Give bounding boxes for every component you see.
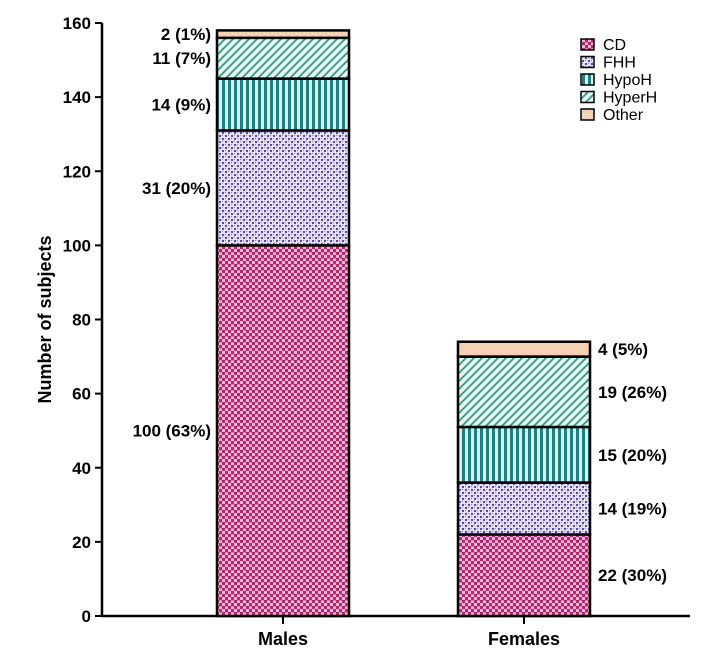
data-label-females-other: 4 (5%) xyxy=(598,340,648,359)
bar-males-cd xyxy=(217,245,349,616)
legend-swatch-fhh xyxy=(581,57,594,68)
data-label-males-cd: 100 (63%) xyxy=(133,422,211,441)
legend-label-hypoh: HypoH xyxy=(603,72,652,89)
legend-swatch-cd xyxy=(581,39,594,50)
bar-males-other xyxy=(217,30,349,37)
data-label-females-cd: 22 (30%) xyxy=(598,566,667,585)
y-tick-label: 0 xyxy=(82,607,91,626)
y-tick-label: 100 xyxy=(63,236,91,255)
data-label-males-other: 2 (1%) xyxy=(161,25,211,44)
data-label-females-hyperh: 19 (26%) xyxy=(598,383,667,402)
bar-females-hypoh xyxy=(458,427,590,483)
legend-label-other: Other xyxy=(603,107,644,124)
y-tick-label: 20 xyxy=(72,533,91,552)
y-tick-label: 140 xyxy=(63,88,91,107)
x-tick-label-females: Females xyxy=(488,629,560,649)
data-label-females-fhh: 14 (19%) xyxy=(598,500,667,519)
y-tick-label: 60 xyxy=(72,385,91,404)
data-label-males-fhh: 31 (20%) xyxy=(142,179,211,198)
bar-females-hyperh xyxy=(458,357,590,427)
bar-females-cd xyxy=(458,534,590,616)
legend-swatch-other xyxy=(581,109,594,120)
y-tick-label: 120 xyxy=(63,162,91,181)
chart: 0 20 40 60 80 100 120 140 160 Number of subjects M… xyxy=(0,0,708,654)
data-label-males-hypoh: 14 (9%) xyxy=(151,96,211,115)
legend-swatch-hyperh xyxy=(581,92,594,103)
bar-males-hyperh xyxy=(217,38,349,79)
stacked-bar-chart: 0 20 40 60 80 100 120 140 160 Number of subjects M… xyxy=(0,0,708,654)
y-tick-label: 40 xyxy=(72,459,91,478)
bar-males-hypoh xyxy=(217,79,349,131)
y-tick-label: 80 xyxy=(72,311,91,330)
data-label-males-hyperh: 11 (7%) xyxy=(152,49,211,68)
bar-females-fhh xyxy=(458,483,590,535)
bar-males-fhh xyxy=(217,130,349,245)
legend-label-fhh: FHH xyxy=(603,55,636,72)
y-tick-label: 160 xyxy=(63,14,91,33)
legend-label-hyperh: HyperH xyxy=(603,90,657,107)
y-axis-title: Number of subjects xyxy=(35,235,55,403)
legend-label-cd: CD xyxy=(603,37,626,54)
x-tick-label-males: Males xyxy=(258,629,308,649)
data-label-females-hypoh: 15 (20%) xyxy=(598,446,667,465)
bar-females-other xyxy=(458,342,590,357)
legend-swatch-hypoh xyxy=(581,74,594,85)
bars xyxy=(217,30,590,616)
